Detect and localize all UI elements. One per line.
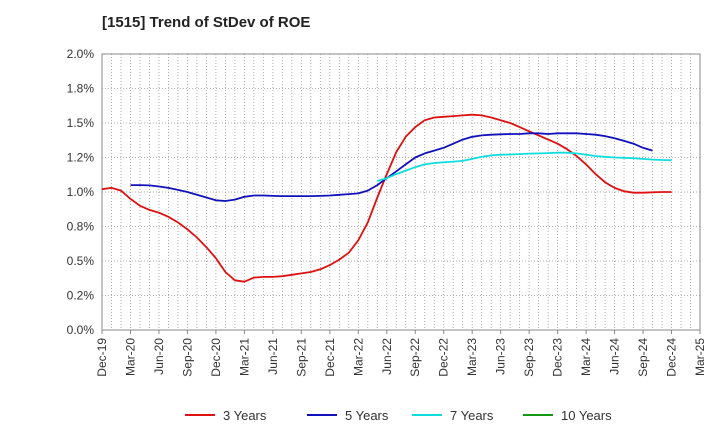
y-tick-label: 1.0% [67,185,95,199]
legend-label: 3 Years [223,408,267,423]
x-tick-label: Sep-20 [180,338,194,377]
series-line-3-years [101,113,672,283]
x-tick-label: Mar-25 [693,338,707,376]
legend-label: 7 Years [450,408,494,423]
y-tick-label: 0.2% [67,289,95,303]
x-tick-label: Jun-21 [266,338,280,375]
legend-label: 5 Years [345,408,389,423]
legend-label: 10 Years [561,408,612,423]
chart-title: [1515] Trend of StDev of ROE [102,14,311,31]
x-tick-label: Dec-24 [665,338,679,377]
x-tick-label: Dec-21 [323,338,337,377]
x-tick-label: Sep-23 [522,338,536,377]
y-tick-label: 1.2% [67,151,95,165]
x-tick-label: Jun-24 [608,338,622,375]
x-tick-label: Mar-22 [351,338,365,376]
y-tick-label: 0.5% [67,254,95,268]
y-tick-label: 2.0% [67,47,95,61]
y-tick-label: 0.0% [67,323,95,337]
x-tick-label: Dec-19 [95,338,109,377]
series-line-5-years [130,132,653,202]
x-tick-label: Mar-23 [465,338,479,376]
x-tick-label: Mar-21 [237,338,251,376]
x-tick-label: Mar-24 [579,338,593,376]
plot-border [101,53,701,331]
plot-area [102,54,700,330]
x-tick-label: Dec-22 [437,338,451,377]
x-tick-label: Sep-24 [636,338,650,377]
x-tick-label: Dec-20 [209,338,223,377]
x-tick-label: Mar-20 [123,338,137,376]
x-tick-label: Jun-20 [152,338,166,375]
x-tick-label: Dec-23 [551,338,565,377]
y-tick-label: 1.5% [67,116,95,130]
y-tick-label: 1.8% [67,82,95,96]
x-tick-label: Jun-23 [494,338,508,375]
x-tick-label: Sep-22 [408,338,422,377]
y-tick-label: 0.8% [67,220,95,234]
series-line-7-years [377,151,672,182]
x-tick-label: Jun-22 [380,338,394,375]
x-tick-label: Sep-21 [294,338,308,377]
